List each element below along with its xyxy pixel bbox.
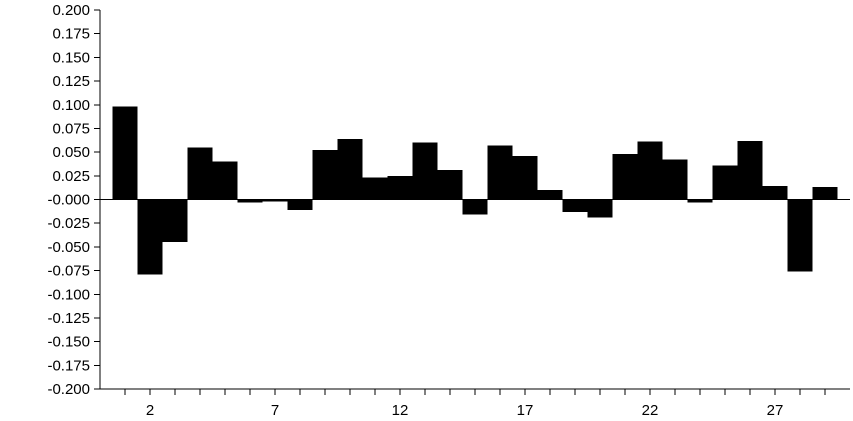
- bar: [637, 141, 663, 200]
- y-tick-label: 0.175: [52, 26, 90, 43]
- bar: [662, 159, 688, 200]
- x-tick-label: 17: [517, 402, 534, 419]
- bar: [162, 199, 188, 243]
- bar: [287, 199, 313, 210]
- bar: [337, 138, 363, 200]
- y-tick-label: 0.150: [52, 49, 90, 66]
- bar: [212, 161, 238, 200]
- y-tick-label: 0.025: [52, 168, 90, 185]
- bar: [437, 170, 463, 200]
- y-tick-label: 0.125: [52, 73, 90, 90]
- y-tick-label: -0.025: [47, 215, 90, 232]
- x-tick-label: 27: [767, 402, 784, 419]
- bar: [512, 155, 538, 200]
- y-tick-label: 0.075: [52, 120, 90, 137]
- x-tick-label: 22: [642, 402, 659, 419]
- bar: [487, 145, 513, 200]
- y-tick-label: -0.075: [47, 263, 90, 280]
- y-axis: 0.200 0.175 0.150 0.125 0.100 0.075 0.050 0.025…: [47, 2, 101, 398]
- x-tick-label: 12: [392, 402, 409, 419]
- y-tick-label: -0.000: [47, 192, 90, 209]
- bar: [312, 150, 338, 200]
- bars: [112, 106, 838, 275]
- bar: [687, 199, 713, 203]
- bar: [262, 199, 288, 202]
- bar: [387, 175, 413, 200]
- y-tick-label: 0.100: [52, 97, 90, 114]
- x-axis: 2 7 12 17 22 27: [100, 388, 850, 419]
- bar: [537, 190, 563, 200]
- bar: [562, 199, 588, 212]
- bar: [462, 199, 488, 215]
- y-tick-label: -0.150: [47, 334, 90, 351]
- y-tick-label: -0.200: [47, 381, 90, 398]
- y-tick-label: -0.125: [47, 310, 90, 327]
- bar: [762, 186, 788, 200]
- bar: [787, 199, 813, 272]
- bar: [587, 199, 613, 218]
- y-tick-label: 0.200: [52, 2, 90, 19]
- x-tick-label: 7: [271, 402, 279, 419]
- bar: [412, 142, 438, 200]
- x-tick-label: 2: [146, 402, 154, 419]
- y-tick-label: 0.050: [52, 144, 90, 161]
- bar: [137, 199, 163, 275]
- bar: [712, 165, 738, 200]
- bar: [112, 106, 138, 200]
- bar: [737, 140, 763, 200]
- bar: [812, 187, 838, 200]
- y-tick-label: -0.100: [47, 286, 90, 303]
- y-tick-label: -0.050: [47, 239, 90, 256]
- bar: [237, 199, 263, 203]
- bar: [362, 177, 388, 200]
- bar: [187, 147, 213, 200]
- bar: [612, 154, 638, 200]
- y-tick-label: -0.175: [47, 357, 90, 374]
